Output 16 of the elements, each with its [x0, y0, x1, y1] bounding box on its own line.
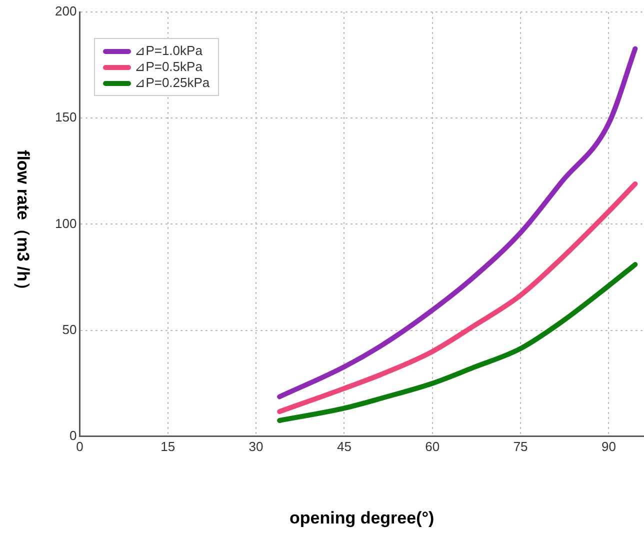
- y-tick-label: 50: [62, 322, 77, 337]
- x-tick-label: 15: [160, 438, 176, 454]
- y-tick-label: 100: [54, 216, 77, 231]
- x-tick-label: 30: [248, 438, 264, 454]
- x-tick-label: 60: [425, 438, 440, 454]
- y-tick-label: 200: [54, 4, 77, 19]
- y-tick-label: 0: [69, 428, 77, 443]
- legend-label: ⊿P=0.25kPa: [134, 75, 210, 91]
- x-axis-title: opening degree(°): [289, 508, 434, 528]
- legend-label: ⊿P=0.5kPa: [134, 59, 202, 75]
- x-tick-label: 75: [513, 438, 528, 454]
- x-tick-label: 45: [336, 438, 352, 454]
- legend-label: ⊿P=1.0kPa: [134, 43, 202, 59]
- y-axis-title: flow rate（m3 /h）: [13, 150, 32, 298]
- x-tick-label: 90: [601, 438, 616, 454]
- y-tick-label: 150: [54, 110, 77, 125]
